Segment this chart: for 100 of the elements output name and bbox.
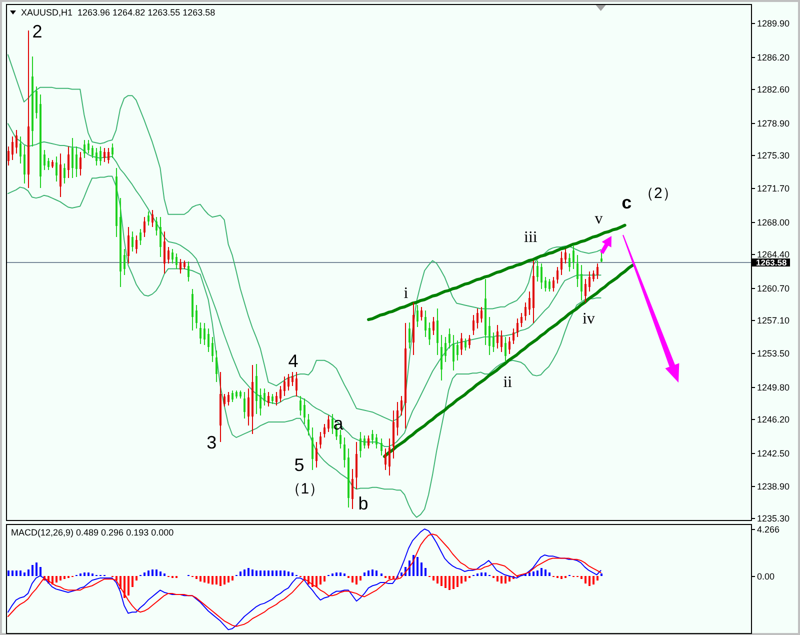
bar [240,571,242,576]
candlestick [196,304,198,330]
candlestick [48,158,50,170]
candlestick [448,328,450,350]
candlestick [584,278,586,303]
candlestick [408,322,410,350]
bar [148,570,150,576]
y-tick-label: 1278.90 [757,118,790,128]
candlestick [476,308,478,330]
bar [352,576,354,582]
candlestick [216,350,218,383]
bar [244,569,246,576]
candlestick [540,262,542,290]
candlestick [276,392,278,406]
bar [456,576,458,587]
candlestick [384,448,386,471]
candlestick [292,372,294,386]
bar [424,568,426,576]
bar [56,576,58,582]
bar [256,570,258,576]
candlestick [64,163,66,184]
chart-title: XAUUSD,H1 1263.96 1264.82 1263.55 1263.58 [21,8,216,18]
candlestick [232,390,234,403]
candlestick [76,146,78,178]
bar [412,554,414,576]
candlestick [424,310,426,338]
bar [316,576,318,587]
candlestick [464,338,466,351]
candlestick [304,398,306,424]
bar [360,576,362,580]
y-tick-label: 1253.50 [757,348,790,358]
bar [288,571,290,576]
candlestick [568,252,570,272]
candlestick [556,266,558,284]
candlestick [248,388,250,426]
candlestick [344,436,346,468]
bar [528,572,530,576]
bar [372,569,374,576]
candlestick [524,302,526,321]
bar [324,576,326,582]
ref-line-label: 1263.58 [756,258,787,268]
candlestick [468,334,470,350]
annotation: iii [524,229,538,246]
bar [464,576,466,582]
y-tick-label: 1249.80 [757,382,790,392]
y-tick-label: 1289.90 [757,18,790,28]
bar [60,576,62,580]
y-tick-label: 1235.30 [757,514,790,524]
bar [548,572,550,576]
bar [596,576,598,580]
y-tick-label: 1242.50 [757,448,790,458]
candlestick [480,306,482,323]
candlestick [144,216,146,238]
annotation: 4 [288,351,298,372]
bar [124,576,126,598]
candlestick [388,438,390,476]
bar [440,576,442,586]
bar [584,576,586,584]
y-tick-label: 1282.60 [757,84,790,94]
candlestick [420,306,422,321]
y-tick-label: 1268.00 [757,218,790,228]
bar [368,570,370,576]
candlestick [280,385,282,403]
bar [484,572,486,576]
annotation: c [622,192,632,212]
bar [212,576,214,585]
candlestick [300,395,302,416]
candlestick [68,146,70,179]
candlestick [180,258,182,274]
annotation: iv [582,310,595,328]
candlestick [172,248,174,264]
candlestick [560,251,562,276]
bar [116,576,118,580]
bar [216,576,218,585]
candlestick [440,334,442,381]
bar [436,576,438,584]
candlestick [268,392,270,408]
bar [64,576,66,580]
candlestick [192,288,194,331]
candlestick [124,248,126,276]
bar [312,576,314,587]
chart-title: MACD(12,26,9) 0.489 0.296 0.193 0.000 [11,528,174,538]
candlestick [376,433,378,449]
candlestick [504,336,506,363]
candlestick [44,150,46,170]
bar [152,569,154,576]
bar [228,576,230,582]
y-tick-label: 0.00 [757,572,775,582]
candlestick [516,318,518,338]
annotation: ii [503,374,513,392]
bar [36,562,38,576]
candlestick [456,340,458,361]
candlestick [536,260,538,282]
bar [364,572,366,576]
bar [588,576,590,586]
candlestick [80,151,82,176]
bar [420,562,422,576]
bar [444,576,446,588]
candlestick [212,336,214,363]
candlestick [264,388,266,406]
